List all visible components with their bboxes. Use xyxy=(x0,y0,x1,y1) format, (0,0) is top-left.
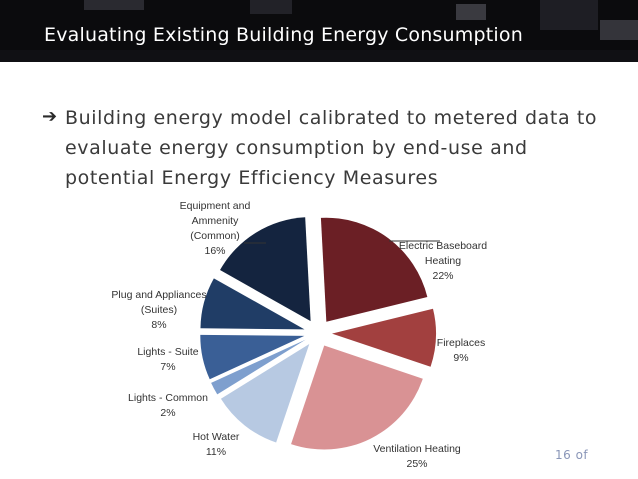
slice-label: Lights - Suite 7% xyxy=(137,346,198,373)
slice-label: Equipment and Ammenity (Common) 16% xyxy=(180,200,251,257)
slice-label: Hot Water 11% xyxy=(193,431,240,458)
header-decoration xyxy=(600,20,638,40)
slice-label: Electric Baseboard Heating 22% xyxy=(399,240,487,282)
slice-label: Lights - Common 2% xyxy=(128,392,208,419)
slide-title: Evaluating Existing Building Energy Cons… xyxy=(44,24,523,46)
bullet-arrow-icon: ➔ xyxy=(42,106,58,127)
header-decoration xyxy=(540,0,598,30)
slice-label: Ventilation Heating 25% xyxy=(373,443,461,470)
page-number: 16 of xyxy=(555,448,589,462)
header-decoration xyxy=(250,0,292,14)
slice-label: Fireplaces 9% xyxy=(437,337,485,364)
pie-slice-lights-common xyxy=(211,339,306,395)
header-decoration xyxy=(84,0,144,10)
pie-slice-hot-water xyxy=(220,343,310,443)
pie-slice-electric-baseboard-heating xyxy=(320,217,428,322)
pie-slice-equipment-and-ammenity-common xyxy=(220,217,311,322)
pie-slice-plug-and-appliances-suites xyxy=(200,278,305,330)
bullet-text: Building energy model calibrated to mete… xyxy=(65,107,598,189)
pie-slice-lights-suite xyxy=(200,334,305,380)
pie-slice-fireplaces xyxy=(331,308,436,367)
title-bar: Evaluating Existing Building Energy Cons… xyxy=(0,0,638,62)
header-decoration xyxy=(456,4,486,20)
pie-slice-ventilation-heating xyxy=(291,345,423,450)
header-decoration xyxy=(0,50,638,62)
slice-label: Plug and Appliances (Suites) 8% xyxy=(111,289,206,331)
